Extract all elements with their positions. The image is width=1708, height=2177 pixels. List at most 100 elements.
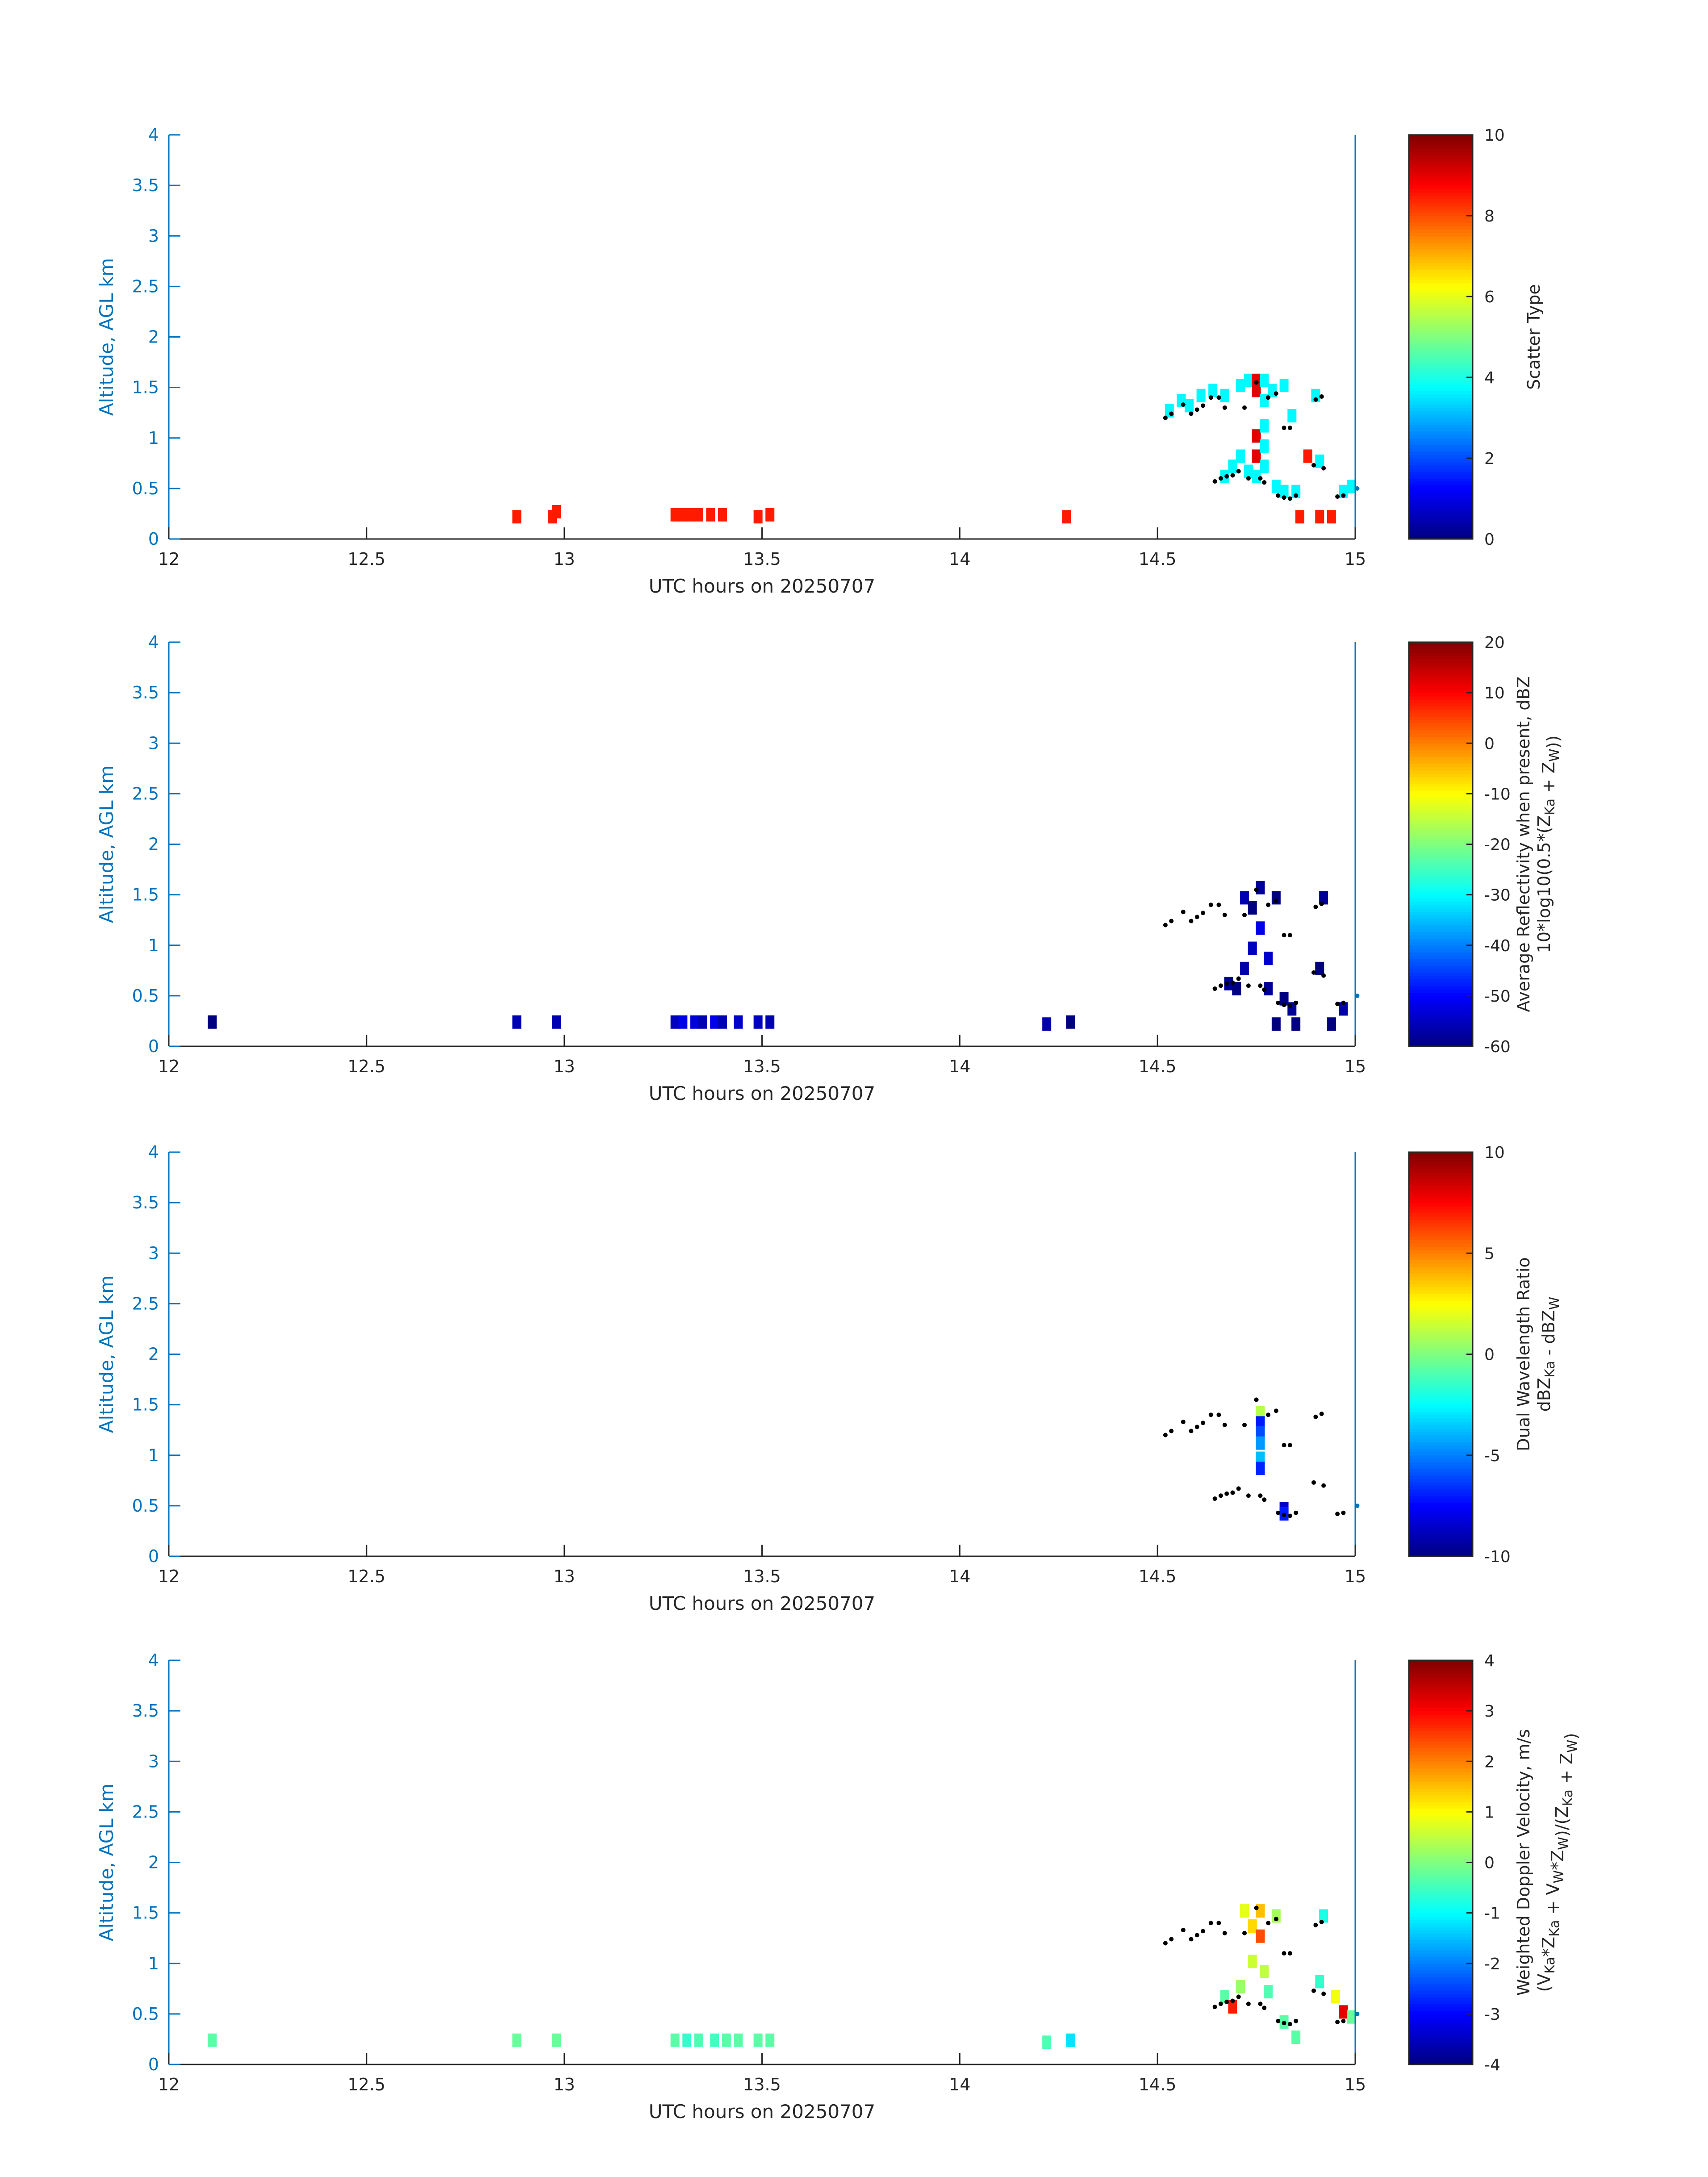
- colorbar-band: [1409, 1910, 1473, 1914]
- y-tick-label: 0: [148, 1036, 159, 1056]
- heatmap-cell: [1264, 1985, 1273, 1999]
- heatmap-cell: [706, 508, 715, 522]
- marker-point: [1169, 1429, 1174, 1433]
- colorbar-band: [1409, 435, 1473, 439]
- colorbar-band: [1409, 1976, 1473, 1981]
- colorbar-band: [1409, 1039, 1473, 1044]
- colorbar-label: 10*log10(0.5*(ZKa + ZW)): [1534, 735, 1563, 953]
- y-tick-label: 3.5: [132, 1193, 159, 1212]
- colorbar-band: [1409, 1243, 1473, 1247]
- colorbar-band: [1409, 811, 1473, 815]
- marker-point: [1194, 915, 1199, 919]
- colorbar-band: [1409, 1029, 1473, 1033]
- colorbar-band: [1409, 1236, 1473, 1240]
- heatmap-cell: [1042, 2035, 1052, 2049]
- heatmap-cell: [1248, 941, 1257, 955]
- x-tick-label: 13: [553, 1057, 575, 1076]
- colorbar-band: [1409, 1364, 1473, 1368]
- colorbar-band: [1409, 1023, 1473, 1027]
- colorbar-band: [1409, 716, 1473, 720]
- marker-point: [1169, 1937, 1174, 1942]
- colorbar-band: [1409, 1404, 1473, 1408]
- colorbar-band: [1409, 1280, 1473, 1284]
- colorbar-band: [1409, 1290, 1473, 1294]
- colorbar-band: [1409, 756, 1473, 760]
- colorbar-band: [1409, 1496, 1473, 1500]
- heatmap-cell: [1260, 1964, 1269, 1978]
- colorbar-band: [1409, 357, 1473, 361]
- colorbar-band: [1409, 515, 1473, 519]
- marker-points: [1163, 1397, 1360, 1518]
- colorbar-frame: [1408, 134, 1474, 540]
- marker-point: [1181, 1928, 1186, 1933]
- colorbar-band: [1409, 280, 1473, 284]
- y-tick-label: 2: [148, 1345, 159, 1364]
- colorbar-band: [1409, 1462, 1473, 1466]
- colorbar-band: [1409, 699, 1473, 703]
- colorbar-band: [1409, 730, 1473, 734]
- marker-point: [1236, 1486, 1241, 1491]
- colorbar-band: [1409, 1812, 1473, 1816]
- marker-point: [1222, 1930, 1227, 1935]
- heatmap-cell: [1256, 1416, 1265, 1430]
- heatmap-cell: [1287, 409, 1297, 422]
- colorbar: 0 2 4 6 8 10 Scatter Type: [1408, 126, 1544, 549]
- marker-point: [1335, 2019, 1340, 2024]
- y-tick-label: 1.5: [132, 1903, 159, 1923]
- heatmap-cell: [1256, 1436, 1265, 1450]
- marker-point: [1201, 1929, 1206, 1934]
- heatmap-cell: [1244, 373, 1253, 387]
- colorbar-band: [1409, 669, 1473, 673]
- colorbar-band: [1409, 1670, 1473, 1674]
- marker-point: [1236, 976, 1241, 981]
- colorbar-band: [1409, 1196, 1473, 1200]
- marker-point: [1282, 933, 1286, 938]
- heatmap-cell: [710, 1015, 719, 1029]
- colorbar-band: [1409, 1445, 1473, 1449]
- colorbar-band: [1409, 1401, 1473, 1405]
- heatmap-cell: [718, 508, 727, 522]
- colorbar-band: [1409, 1297, 1473, 1301]
- colorbar-tick-label: 10: [1484, 1144, 1505, 1162]
- colorbar-band: [1409, 2004, 1473, 2008]
- colorbar-band: [1409, 1019, 1473, 1024]
- colorbar-band: [1409, 269, 1473, 274]
- marker-point: [1218, 2002, 1223, 2006]
- colorbar-band: [1409, 448, 1473, 452]
- heatmap-cell: [1295, 510, 1305, 524]
- y-tick-label: 1.5: [132, 378, 159, 397]
- colorbar-band: [1409, 958, 1473, 963]
- colorbar-band: [1409, 1953, 1473, 1957]
- colorbar-band: [1409, 421, 1473, 425]
- colorbar-band: [1409, 800, 1473, 804]
- colorbar-band: [1409, 1792, 1473, 1796]
- colorbar-band: [1409, 1947, 1473, 1951]
- colorbar-band: [1409, 387, 1473, 391]
- colorbar-band: [1409, 451, 1473, 455]
- colorbar-band: [1409, 1852, 1473, 1856]
- y-tick-label: 4: [148, 1142, 159, 1162]
- y-tick-label: 3.5: [132, 1701, 159, 1721]
- colorbar-band: [1409, 2037, 1473, 2042]
- marker-point: [1246, 983, 1251, 988]
- colorbar-band: [1409, 384, 1473, 388]
- colorbar-band: [1409, 2054, 1473, 2058]
- colorbar-band: [1409, 1751, 1473, 1755]
- marker-point: [1212, 479, 1217, 484]
- colorbar-band: [1409, 1768, 1473, 1772]
- colorbar-band: [1409, 485, 1473, 489]
- y-tick-label: 4: [148, 125, 159, 145]
- colorbar-band: [1409, 901, 1473, 906]
- marker-point: [1355, 1503, 1360, 1508]
- colorbar-band: [1409, 1549, 1473, 1554]
- marker-point: [1287, 1003, 1292, 1008]
- colorbar-band: [1409, 138, 1473, 142]
- colorbar-band: [1409, 834, 1473, 838]
- colorbar-band: [1409, 992, 1473, 996]
- heatmap-cell: [208, 1015, 217, 1029]
- marker-point: [1222, 912, 1227, 917]
- colorbar-band: [1409, 1512, 1473, 1517]
- marker-point: [1208, 1412, 1213, 1417]
- heatmap-cell: [1319, 891, 1328, 905]
